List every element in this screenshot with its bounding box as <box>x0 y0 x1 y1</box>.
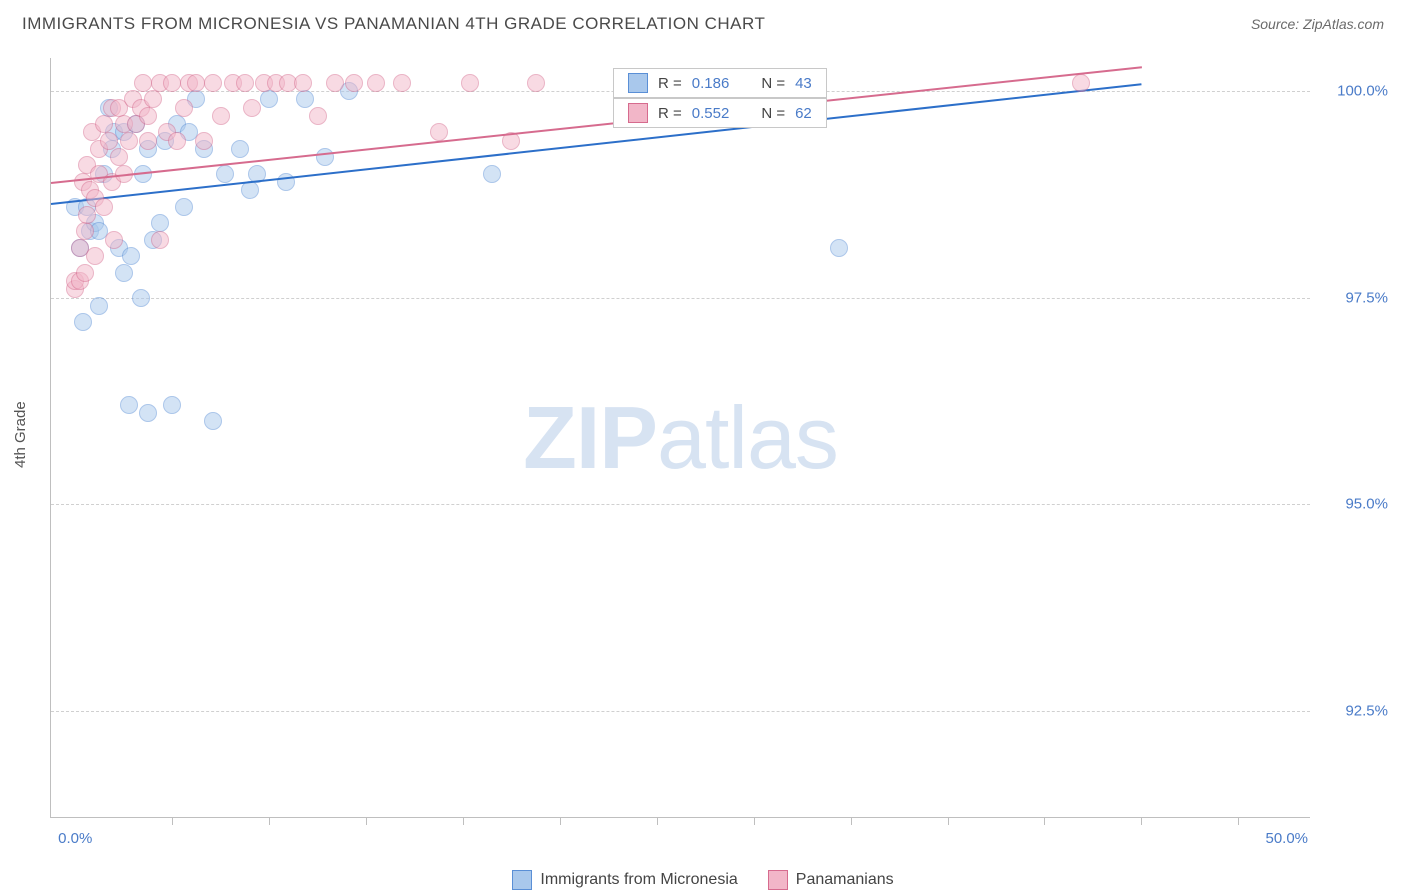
x-minor-tick <box>1044 817 1045 825</box>
data-point-panamanians <box>461 74 479 92</box>
n-label: N = <box>761 105 785 122</box>
legend-item-panamanians: Panamanians <box>768 870 894 890</box>
swatch-micronesia <box>628 73 648 93</box>
data-point-panamanians <box>168 132 186 150</box>
data-point-micronesia <box>120 396 138 414</box>
data-point-micronesia <box>122 247 140 265</box>
data-point-panamanians <box>1072 74 1090 92</box>
x-tick-label: 0.0% <box>58 830 92 847</box>
data-point-panamanians <box>76 264 94 282</box>
bottom-legend: Immigrants from Micronesia Panamanians <box>0 870 1406 890</box>
swatch-panamanians <box>628 103 648 123</box>
r-value: 0.186 <box>692 75 730 92</box>
x-minor-tick <box>754 817 755 825</box>
data-point-panamanians <box>326 74 344 92</box>
stats-box-panamanians: R = 0.552 N = 62 <box>613 98 827 128</box>
n-value: 43 <box>795 75 812 92</box>
data-point-panamanians <box>95 198 113 216</box>
chart-title: IMMIGRANTS FROM MICRONESIA VS PANAMANIAN… <box>22 14 765 34</box>
data-point-panamanians <box>187 74 205 92</box>
data-point-panamanians <box>120 132 138 150</box>
data-point-panamanians <box>309 107 327 125</box>
data-point-micronesia <box>115 264 133 282</box>
x-minor-tick <box>657 817 658 825</box>
data-point-micronesia <box>483 165 501 183</box>
stats-box-micronesia: R = 0.186 N = 43 <box>613 68 827 98</box>
data-point-panamanians <box>345 74 363 92</box>
y-tick-label: 100.0% <box>1337 83 1388 100</box>
grid-line <box>51 711 1310 712</box>
data-point-panamanians <box>527 74 545 92</box>
x-minor-tick <box>366 817 367 825</box>
legend-swatch-micronesia <box>512 870 532 890</box>
x-minor-tick <box>948 817 949 825</box>
x-tick-label: 50.0% <box>1265 830 1308 847</box>
data-point-panamanians <box>134 74 152 92</box>
data-point-panamanians <box>236 74 254 92</box>
data-point-panamanians <box>163 74 181 92</box>
x-minor-tick <box>463 817 464 825</box>
data-point-panamanians <box>151 231 169 249</box>
r-label: R = <box>658 75 682 92</box>
data-point-panamanians <box>367 74 385 92</box>
data-point-panamanians <box>105 231 123 249</box>
legend-swatch-panamanians <box>768 870 788 890</box>
data-point-micronesia <box>316 148 334 166</box>
grid-line <box>51 504 1310 505</box>
y-tick-label: 97.5% <box>1345 289 1388 306</box>
data-point-panamanians <box>144 90 162 108</box>
data-point-micronesia <box>296 90 314 108</box>
chart-container: 4th Grade ZIPatlas 100.0%97.5%95.0%92.5%… <box>0 48 1406 892</box>
data-point-panamanians <box>393 74 411 92</box>
data-point-micronesia <box>260 90 278 108</box>
x-minor-tick <box>1238 817 1239 825</box>
data-point-panamanians <box>204 74 222 92</box>
y-tick-label: 95.0% <box>1345 496 1388 513</box>
watermark: ZIPatlas <box>523 387 838 489</box>
data-point-micronesia <box>90 297 108 315</box>
data-point-panamanians <box>294 74 312 92</box>
x-minor-tick <box>172 817 173 825</box>
data-point-micronesia <box>216 165 234 183</box>
data-point-panamanians <box>76 222 94 240</box>
data-point-panamanians <box>100 132 118 150</box>
r-value: 0.552 <box>692 105 730 122</box>
data-point-micronesia <box>132 289 150 307</box>
x-minor-tick <box>851 817 852 825</box>
x-minor-tick <box>269 817 270 825</box>
data-point-micronesia <box>830 239 848 257</box>
data-point-panamanians <box>110 148 128 166</box>
chart-source: Source: ZipAtlas.com <box>1251 16 1384 32</box>
data-point-panamanians <box>95 115 113 133</box>
legend-label: Panamanians <box>796 871 894 889</box>
data-point-panamanians <box>139 132 157 150</box>
n-label: N = <box>761 75 785 92</box>
data-point-micronesia <box>151 214 169 232</box>
x-minor-tick <box>560 817 561 825</box>
data-point-panamanians <box>212 107 230 125</box>
data-point-panamanians <box>139 107 157 125</box>
data-point-micronesia <box>175 198 193 216</box>
y-axis-label: 4th Grade <box>12 401 29 468</box>
n-value: 62 <box>795 105 812 122</box>
data-point-panamanians <box>243 99 261 117</box>
data-point-micronesia <box>163 396 181 414</box>
data-point-micronesia <box>204 412 222 430</box>
x-minor-tick <box>1141 817 1142 825</box>
data-point-panamanians <box>195 132 213 150</box>
data-point-micronesia <box>74 313 92 331</box>
r-label: R = <box>658 105 682 122</box>
data-point-panamanians <box>86 247 104 265</box>
y-tick-label: 92.5% <box>1345 702 1388 719</box>
data-point-micronesia <box>231 140 249 158</box>
grid-line <box>51 298 1310 299</box>
data-point-panamanians <box>78 206 96 224</box>
trend-line-micronesia <box>51 83 1142 205</box>
data-point-micronesia <box>139 404 157 422</box>
legend-item-micronesia: Immigrants from Micronesia <box>512 870 737 890</box>
data-point-panamanians <box>430 123 448 141</box>
legend-label: Immigrants from Micronesia <box>540 871 737 889</box>
plot-area: ZIPatlas 100.0%97.5%95.0%92.5%0.0%50.0%R… <box>50 58 1310 818</box>
data-point-panamanians <box>175 99 193 117</box>
